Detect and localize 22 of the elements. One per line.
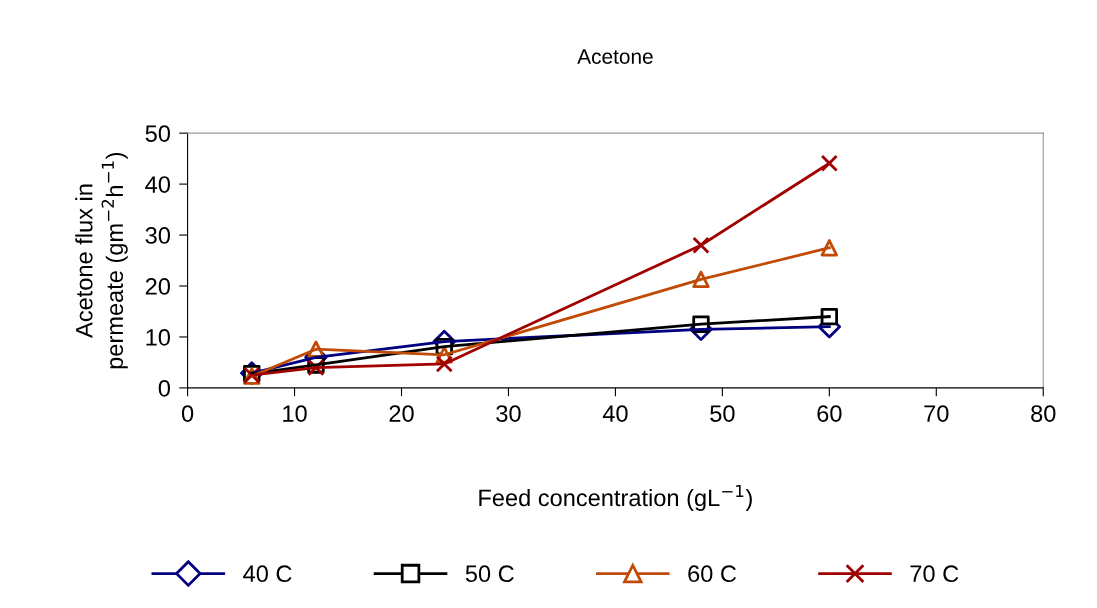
- legend-label: 50 C: [465, 565, 514, 583]
- legend-label: 60 C: [688, 565, 737, 583]
- x-tick-label: 80: [1031, 405, 1056, 422]
- x-tick-label: 40: [602, 405, 628, 422]
- y-tick-label: 10: [146, 329, 170, 346]
- legend-label: 40 C: [243, 565, 292, 583]
- legend-label: 70 C: [910, 565, 959, 583]
- x-axis-title: Feed concentration (gL$^{−1}$): [479, 484, 752, 511]
- y-tick-label: 30: [145, 227, 170, 244]
- y-tick-label: 50: [145, 125, 170, 142]
- x-tick-label: 60: [817, 405, 842, 422]
- x-tick-label: 70: [924, 405, 949, 422]
- y-axis-title: Acetone flux in permeate (gm$^{−2}$h$^{−1}$): [75, 152, 128, 369]
- chart-title: Acetone: [577, 49, 653, 64]
- x-tick-label: 0: [181, 405, 194, 422]
- y-tick-label: 20: [145, 278, 170, 295]
- x-tick-label: 20: [389, 405, 414, 422]
- x-tick-label: 50: [710, 405, 735, 422]
- x-tick-label: 10: [283, 405, 307, 422]
- y-tick-label: 0: [158, 379, 170, 397]
- x-tick-label: 30: [496, 405, 521, 422]
- y-tick-label: 40: [145, 176, 170, 193]
